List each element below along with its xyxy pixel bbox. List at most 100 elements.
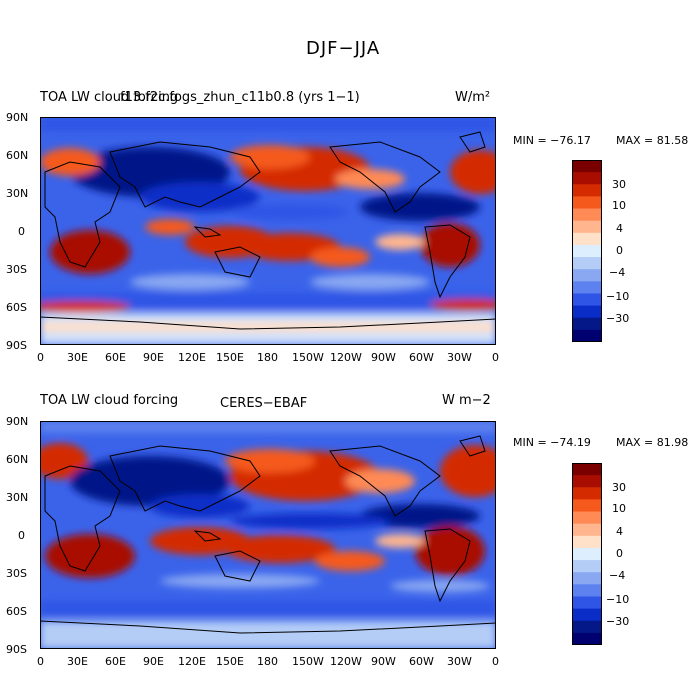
y-tick-label: 60S <box>6 301 27 314</box>
colorbar-swatch <box>572 584 602 597</box>
y-tick-label: 30N <box>6 491 29 504</box>
colorbar-swatch <box>572 620 602 634</box>
colorbar-swatch <box>572 244 602 258</box>
colorbar-swatch <box>572 172 602 185</box>
colorbar-label: −10 <box>606 593 630 606</box>
colorbar-swatch <box>572 463 602 476</box>
colorbar-swatch <box>572 196 602 210</box>
panel-1-units: W/m² <box>455 90 491 105</box>
colorbar-swatch <box>572 511 602 525</box>
x-tick-label: 90E <box>143 351 164 364</box>
y-tick-label: 60N <box>6 149 29 162</box>
colorbar-label: −30 <box>606 312 630 325</box>
colorbar-swatch <box>572 523 602 537</box>
colorbar-swatch <box>572 572 602 585</box>
colorbar-border <box>572 160 602 342</box>
panel-1-center-label: f13.f2c.fogs_zhun_c11b0.8 (yrs 1−1) <box>120 90 360 105</box>
panel-1-left-label: TOA LW cloud forcing <box>40 90 179 105</box>
x-tick-label: 120E <box>178 655 206 668</box>
x-tick-label: 120W <box>330 351 362 364</box>
panel-1-colorbar <box>572 160 602 342</box>
colorbar-border <box>572 463 602 645</box>
colorbar-label: 0 <box>616 244 623 257</box>
x-tick-label: 0 <box>492 351 499 364</box>
panel-2-max-label: MAX = 81.98 <box>616 436 689 449</box>
y-tick-label: 60N <box>6 453 29 466</box>
x-tick-label: 30W <box>447 655 472 668</box>
colorbar-swatch <box>572 257 602 270</box>
colorbar-swatch <box>572 475 602 488</box>
y-tick-label: 30S <box>6 567 27 580</box>
y-tick-label: 30S <box>6 263 27 276</box>
x-tick-label: 150E <box>216 655 244 668</box>
y-tick-label: 90S <box>6 339 27 352</box>
colorbar-label: 30 <box>612 481 626 494</box>
x-tick-label: 0 <box>37 655 44 668</box>
x-tick-label: 0 <box>492 655 499 668</box>
y-tick-label: 60S <box>6 605 27 618</box>
x-tick-label: 30E <box>67 655 88 668</box>
colorbar-swatch <box>572 547 602 561</box>
colorbar-swatch <box>572 596 602 610</box>
figure-title: DJF−JJA <box>306 38 381 59</box>
x-tick-label: 60W <box>409 655 434 668</box>
y-tick-label: 30N <box>6 187 29 200</box>
colorbar-swatch <box>572 269 602 282</box>
colorbar-swatch <box>572 487 602 500</box>
panel-2-left-label: TOA LW cloud forcing <box>40 393 179 408</box>
colorbar-swatch <box>572 160 602 173</box>
panel-2-units: W m−2 <box>442 393 491 408</box>
x-tick-label: 120W <box>330 655 362 668</box>
colorbar-swatch <box>572 632 602 645</box>
x-tick-label: 90W <box>371 351 396 364</box>
colorbar-swatch <box>572 499 602 513</box>
colorbar-swatch <box>572 305 602 319</box>
colorbar-swatch <box>572 184 602 197</box>
colorbar-swatch <box>572 208 602 222</box>
x-tick-label: 150E <box>216 351 244 364</box>
colorbar-label: −4 <box>609 569 626 582</box>
x-tick-label: 120E <box>178 351 206 364</box>
colorbar-label: 4 <box>616 525 623 538</box>
colorbar-swatch <box>572 220 602 234</box>
x-tick-label: 90W <box>371 655 396 668</box>
colorbar-label: 10 <box>612 199 626 212</box>
x-tick-label: 180 <box>257 655 278 668</box>
y-tick-label: 90N <box>6 415 29 428</box>
panel-1-min-label: MIN = −76.17 <box>513 134 591 147</box>
x-tick-label: 180 <box>257 351 278 364</box>
x-tick-label: 90E <box>143 655 164 668</box>
colorbar-swatch <box>572 232 602 246</box>
panel-1-max-label: MAX = 81.58 <box>616 134 689 147</box>
panel-2-center-label: CERES−EBAF <box>220 396 308 411</box>
colorbar-label: 30 <box>612 178 626 191</box>
y-tick-label: 0 <box>18 225 25 238</box>
x-tick-label: 150W <box>292 351 324 364</box>
panel-2-map <box>40 421 496 649</box>
colorbar-swatch <box>572 608 602 622</box>
y-tick-label: 90N <box>6 111 29 124</box>
colorbar-swatch <box>572 293 602 307</box>
x-tick-label: 150W <box>292 655 324 668</box>
colorbar-label: −30 <box>606 615 630 628</box>
colorbar-swatch <box>572 560 602 573</box>
colorbar-label: −4 <box>609 266 626 279</box>
x-tick-label: 30E <box>67 351 88 364</box>
y-tick-label: 0 <box>18 529 25 542</box>
colorbar-swatch <box>572 281 602 294</box>
colorbar-label: 10 <box>612 502 626 515</box>
x-tick-label: 60W <box>409 351 434 364</box>
x-tick-label: 60E <box>105 351 126 364</box>
colorbar-swatch <box>572 329 602 342</box>
colorbar-swatch <box>572 317 602 331</box>
x-tick-label: 0 <box>37 351 44 364</box>
y-tick-label: 90S <box>6 643 27 656</box>
panel-1-map <box>40 117 496 345</box>
panel-2-colorbar <box>572 463 602 645</box>
colorbar-label: 4 <box>616 222 623 235</box>
colorbar-label: −10 <box>606 290 630 303</box>
x-tick-label: 30W <box>447 351 472 364</box>
panel-2-min-label: MIN = −74.19 <box>513 436 591 449</box>
colorbar-label: 0 <box>616 547 623 560</box>
x-tick-label: 60E <box>105 655 126 668</box>
